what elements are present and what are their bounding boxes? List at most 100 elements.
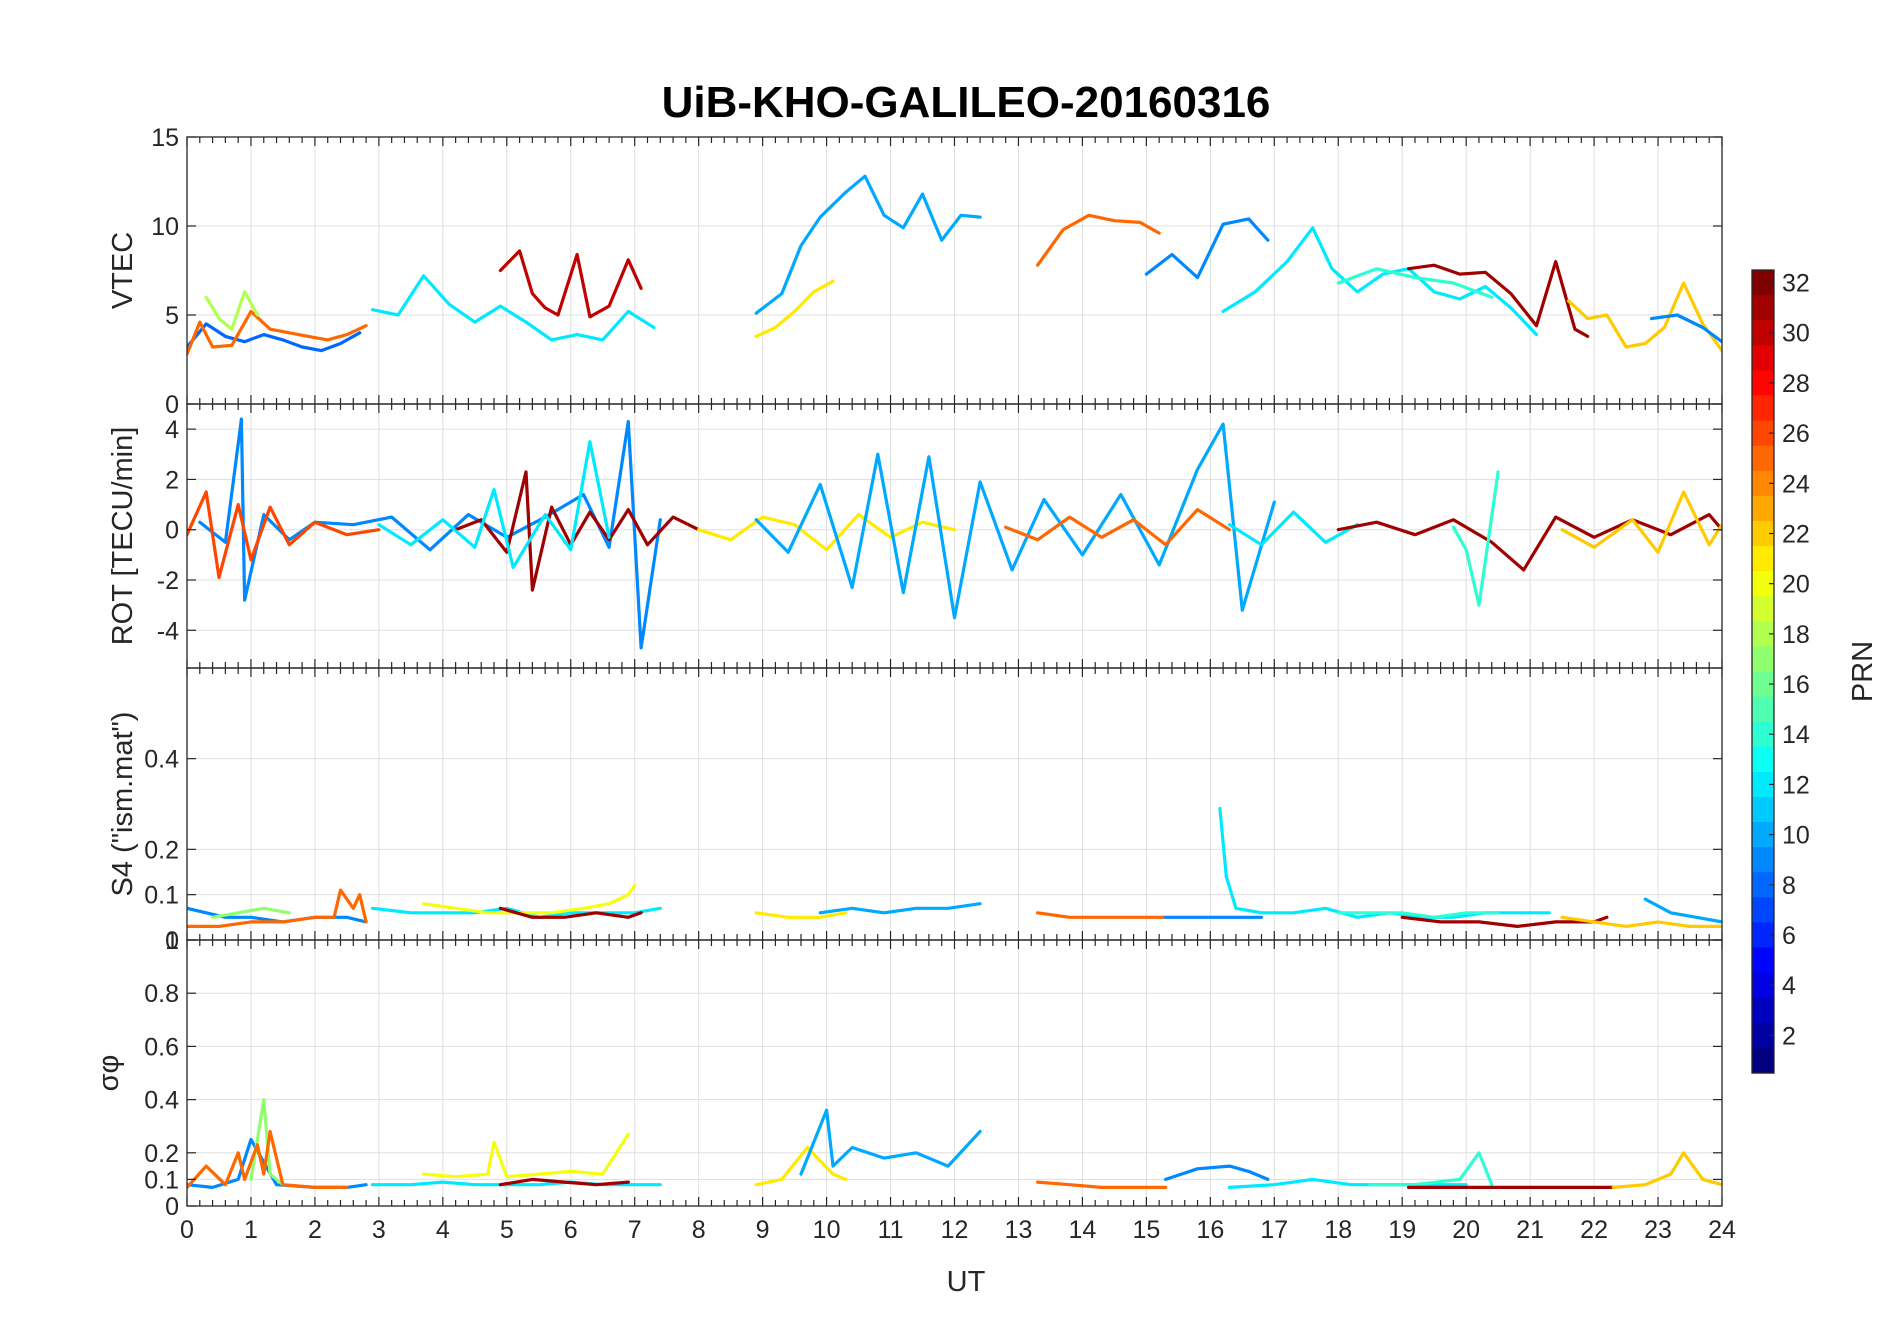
colorbar-segment	[1752, 796, 1774, 823]
colorbar-tick-label: 2	[1782, 1022, 1796, 1050]
colorbar-segment	[1752, 621, 1774, 648]
colorbar-tick-label: 26	[1782, 420, 1810, 448]
x-tick-label: 4	[436, 1216, 450, 1244]
colorbar-label: PRN	[1847, 641, 1879, 702]
colorbar-segment	[1752, 1022, 1774, 1049]
y-tick-label: -4	[157, 617, 179, 645]
x-tick-label: 8	[692, 1216, 706, 1244]
y-axis-label: VTEC	[107, 232, 139, 309]
series-line-prn-14	[1368, 1151, 1494, 1187]
series-line-prn-21	[697, 513, 957, 552]
x-tick-label: 12	[941, 1216, 969, 1244]
colorbar-tick-label: 18	[1782, 621, 1810, 649]
colorbar-segment	[1752, 947, 1774, 974]
series-line-prn-22	[1566, 281, 1722, 353]
colorbar-segment	[1752, 445, 1774, 472]
colorbar-tick-label: 32	[1782, 270, 1810, 298]
x-tick-label: 2	[308, 1216, 322, 1244]
colorbar-frame	[1751, 269, 1775, 1074]
series-line-prn-25	[187, 309, 368, 356]
x-tick-label: 17	[1260, 1216, 1288, 1244]
chart-title: UiB-KHO-GALILEO-20160316	[662, 78, 1271, 127]
series-line-prn-25	[1036, 213, 1161, 267]
colorbar-segment	[1752, 897, 1774, 924]
colorbar-segment	[1752, 721, 1774, 748]
x-tick-label: 0	[180, 1216, 194, 1244]
x-tick-label: 1	[244, 1216, 258, 1244]
series-line-prn-12	[370, 274, 656, 342]
colorbar-segment	[1752, 847, 1774, 873]
y-tick-label: 2	[165, 466, 179, 494]
series-line-prn-26	[187, 490, 381, 580]
series-line-prn-10	[754, 174, 982, 315]
colorbar-segment	[1752, 495, 1774, 522]
series-line-prn-14	[1336, 267, 1494, 299]
x-tick-label: 3	[372, 1216, 386, 1244]
x-tick-label: 18	[1324, 1216, 1352, 1244]
x-tick-label: 6	[564, 1216, 578, 1244]
y-tick-label: 0.6	[144, 1033, 179, 1061]
series-line-prn-18	[204, 290, 259, 331]
y-tick-label: 0.1	[144, 1166, 179, 1194]
series-line-prn-14	[1451, 470, 1500, 607]
colorbar-tick-label: 8	[1782, 872, 1796, 900]
y-axis-label: ROT [TECU/min]	[107, 427, 139, 646]
x-tick-label: 15	[1132, 1216, 1160, 1244]
series-line-prn-9	[1144, 217, 1270, 280]
y-tick-label: 0.4	[144, 746, 179, 774]
series-line-prn-9	[1164, 1164, 1270, 1181]
x-tick-label: 20	[1452, 1216, 1480, 1244]
series-line-prn-21	[754, 1145, 848, 1187]
colorbar-tick-label: 16	[1782, 671, 1810, 699]
x-tick-label: 11	[878, 1216, 904, 1244]
series-line-prn-12	[377, 440, 611, 569]
series-line-prn-30	[498, 249, 643, 319]
colorbar-segment	[1752, 395, 1774, 422]
colorbar-segment	[1752, 370, 1774, 397]
y-tick-label: 10	[151, 213, 179, 241]
series-line-prn-21	[754, 911, 848, 919]
y-tick-label: 0	[165, 1193, 179, 1221]
x-tick-label: 7	[628, 1216, 642, 1244]
series-line-prn-31	[498, 1177, 630, 1187]
series-line-prn-25	[1036, 911, 1168, 919]
series-line-prn-22	[1560, 490, 1722, 554]
series-line-prn-8	[187, 322, 362, 353]
series-line-prn-25	[1036, 1180, 1168, 1189]
y-tick-label: -2	[157, 567, 179, 595]
x-tick-label: 5	[500, 1216, 514, 1244]
series-line-prn-10	[799, 1108, 982, 1176]
colorbar-segment	[1752, 596, 1774, 622]
colorbar-segment	[1752, 746, 1774, 773]
series-line-prn-9	[1650, 313, 1722, 344]
series-line-prn-25	[187, 888, 368, 928]
colorbar-tick-label: 12	[1782, 771, 1810, 799]
panel-1: 0 5 10 15 VTEC	[107, 124, 1723, 419]
series-line-prn-22	[1611, 1151, 1722, 1189]
colorbar-tick-label: 28	[1782, 370, 1810, 398]
colorbar-tick-label: 14	[1782, 721, 1810, 749]
colorbar-segment	[1752, 922, 1774, 949]
colorbar-segment	[1752, 822, 1774, 848]
x-tick-label: 21	[1516, 1216, 1544, 1244]
colorbar-segment	[1752, 646, 1774, 673]
y-tick-label: 0.4	[144, 1087, 179, 1115]
series-line-prn-10	[754, 422, 1276, 620]
y-tick-label: 0.1	[144, 882, 179, 910]
series-line-prn-17	[211, 906, 291, 919]
x-tick-label: 9	[756, 1216, 770, 1244]
panel-2: -4 -2 0 2 4 ROT [TECU/min]	[107, 403, 1723, 669]
y-axis-label: σφ	[93, 1055, 125, 1092]
y-tick-label: 1	[165, 927, 179, 955]
colorbar-tick-label: 6	[1782, 922, 1796, 950]
series-line-prn-9	[198, 417, 662, 650]
series-line-prn-12	[370, 1180, 662, 1187]
colorbar-segment	[1752, 420, 1774, 447]
y-tick-label: 0	[165, 391, 179, 419]
y-tick-label: 0	[165, 517, 179, 545]
series-line-prn-12	[1218, 806, 1551, 919]
colorbar-segment	[1752, 546, 1774, 572]
